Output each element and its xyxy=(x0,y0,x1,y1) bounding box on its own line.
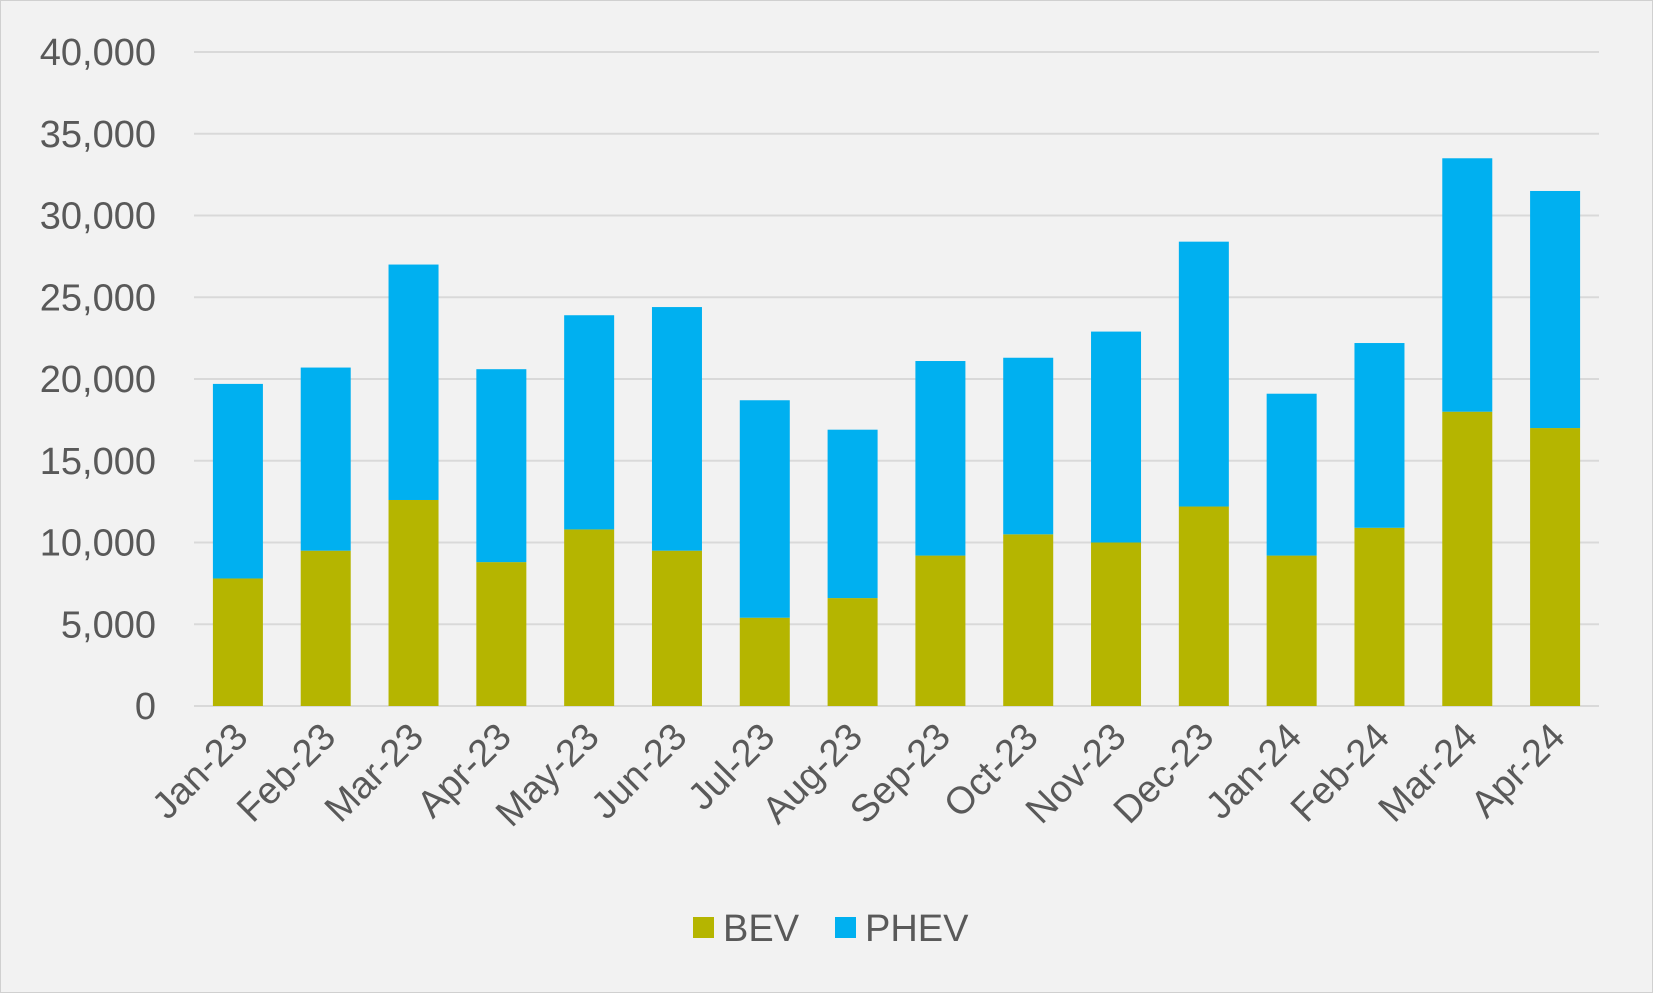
bar-bev-jan-23 xyxy=(212,578,263,706)
y-tick-label: 35,000 xyxy=(40,114,156,156)
bar-bev-feb-23 xyxy=(300,550,351,706)
y-tick-label: 10,000 xyxy=(40,523,156,565)
bar-phev-apr-24 xyxy=(1530,190,1581,429)
bar-bev-apr-23 xyxy=(476,562,527,706)
x-axis-tick-labels: Jan-23Feb-23Mar-23Apr-23May-23Jun-23Jul-… xyxy=(144,716,1573,835)
bar-bev-nov-23 xyxy=(1091,542,1142,706)
bar-phev-jan-24 xyxy=(1266,393,1317,556)
x-tick-label: Apr-24 xyxy=(1463,716,1573,826)
x-tick-label: Mar-23 xyxy=(317,716,432,831)
bar-bev-apr-24 xyxy=(1530,428,1581,706)
bar-phev-mar-23 xyxy=(388,264,439,500)
legend: BEV PHEV xyxy=(693,908,969,950)
x-tick-label: Dec-23 xyxy=(1106,716,1222,832)
bar-bev-aug-23 xyxy=(827,598,878,706)
legend-swatch-bev xyxy=(693,917,714,938)
x-tick-label: Sep-23 xyxy=(842,716,958,832)
bar-phev-apr-23 xyxy=(476,369,527,563)
x-tick-label: Jun-23 xyxy=(583,716,695,828)
bar-bev-sep-23 xyxy=(915,555,966,706)
y-tick-label: 15,000 xyxy=(40,441,156,483)
x-tick-label: Feb-23 xyxy=(229,716,344,831)
y-axis-tick-labels: 0 5,000 10,000 15,000 20,000 25,000 30,000 35,0… xyxy=(40,32,156,728)
bar-bev-oct-23 xyxy=(1003,534,1054,706)
bar-phev-jun-23 xyxy=(651,307,702,551)
y-tick-label: 30,000 xyxy=(40,196,156,238)
bar-phev-aug-23 xyxy=(827,429,878,599)
bar-phev-may-23 xyxy=(564,315,615,530)
bar-bev-may-23 xyxy=(564,529,615,706)
bar-phev-jan-23 xyxy=(212,383,263,579)
bar-phev-oct-23 xyxy=(1003,357,1054,535)
bar-phev-mar-24 xyxy=(1442,158,1493,412)
bar-phev-jul-23 xyxy=(739,400,790,618)
bars xyxy=(212,158,1581,706)
bar-bev-jul-23 xyxy=(739,617,790,706)
bar-phev-feb-24 xyxy=(1354,343,1405,528)
legend-label-bev: BEV xyxy=(723,908,800,950)
bar-bev-dec-23 xyxy=(1178,506,1229,706)
y-tick-label: 25,000 xyxy=(40,277,156,319)
x-tick-label: Mar-24 xyxy=(1371,716,1486,831)
bar-bev-mar-23 xyxy=(388,499,439,706)
legend-label-phev: PHEV xyxy=(865,908,969,950)
bar-bev-jan-24 xyxy=(1266,555,1317,706)
y-tick-label: 20,000 xyxy=(40,359,156,401)
legend-swatch-phev xyxy=(835,917,856,938)
bar-bev-jun-23 xyxy=(651,550,702,706)
y-tick-label: 0 xyxy=(135,686,156,728)
bar-bev-feb-24 xyxy=(1354,527,1405,706)
y-tick-label: 40,000 xyxy=(40,32,156,74)
bar-bev-mar-24 xyxy=(1442,411,1493,706)
bar-phev-nov-23 xyxy=(1091,331,1142,543)
y-tick-label: 5,000 xyxy=(61,604,156,646)
bar-phev-sep-23 xyxy=(915,361,966,556)
x-tick-label: Feb-24 xyxy=(1283,716,1398,831)
bar-phev-feb-23 xyxy=(300,367,351,551)
bar-phev-dec-23 xyxy=(1178,241,1229,507)
